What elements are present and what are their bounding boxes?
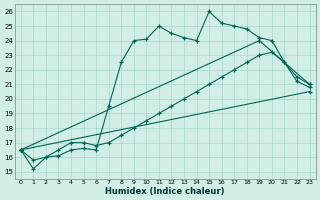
X-axis label: Humidex (Indice chaleur): Humidex (Indice chaleur) <box>106 187 225 196</box>
